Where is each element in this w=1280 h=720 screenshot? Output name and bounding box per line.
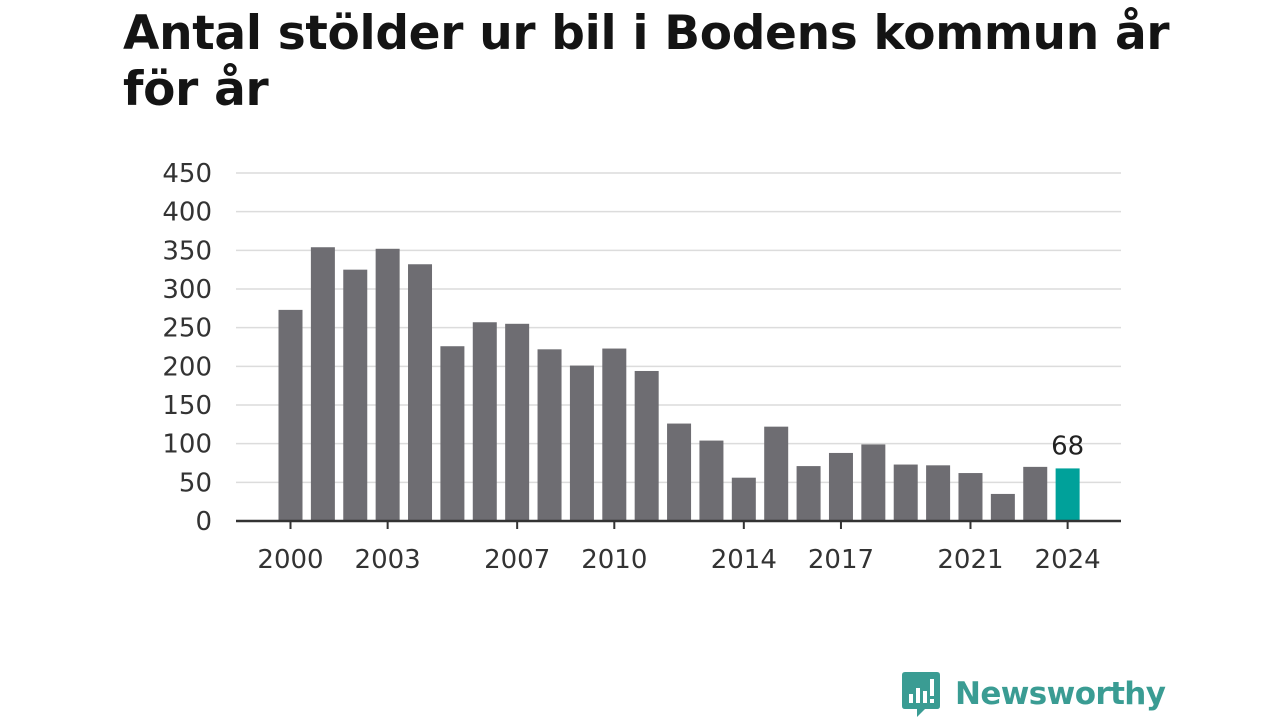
newsworthy-logo-icon — [902, 672, 940, 717]
y-tick-label: 150 — [162, 391, 212, 421]
bar — [990, 493, 1015, 521]
bar — [828, 452, 853, 521]
x-tick-label: 2010 — [581, 545, 647, 575]
x-tick-label: 2024 — [1035, 545, 1101, 575]
bar — [375, 248, 400, 521]
x-tick-label: 2017 — [808, 545, 874, 575]
x-tick-label: 2021 — [937, 545, 1003, 575]
bar — [343, 269, 368, 521]
y-tick-label: 200 — [162, 352, 212, 382]
brand-name: Newsworthy — [955, 676, 1166, 712]
bar — [893, 464, 918, 521]
bar — [861, 444, 886, 521]
bar — [440, 346, 465, 521]
y-tick-label: 300 — [162, 275, 212, 305]
bar — [505, 323, 530, 521]
bar — [472, 322, 497, 521]
y-tick-label: 450 — [162, 159, 212, 189]
bar — [796, 466, 821, 521]
bar — [634, 370, 659, 521]
bar — [699, 440, 724, 521]
bar — [1023, 466, 1048, 521]
newsworthy-logo: Newsworthy — [901, 670, 1166, 718]
y-tick-label: 100 — [162, 430, 212, 460]
x-tick-label: 2007 — [484, 545, 550, 575]
bar — [537, 349, 562, 521]
bar — [958, 473, 983, 521]
y-tick-label: 250 — [162, 314, 212, 344]
y-tick-label: 50 — [179, 468, 212, 498]
bar — [1055, 468, 1080, 521]
bar — [569, 365, 594, 521]
x-tick-label: 2014 — [711, 545, 777, 575]
bar — [278, 309, 303, 521]
bar — [667, 423, 692, 521]
bar — [764, 426, 789, 521]
bar — [602, 348, 627, 521]
bar — [408, 264, 433, 521]
bar-data-label: 68 — [1051, 431, 1084, 461]
y-tick-label: 350 — [162, 236, 212, 266]
chart-title: Antal stölder ur bil i Bodens kommun år … — [123, 6, 1170, 117]
x-tick-label: 2003 — [355, 545, 421, 575]
x-tick-label: 2000 — [257, 545, 323, 575]
bar — [310, 247, 335, 522]
y-tick-label: 0 — [195, 507, 212, 537]
bar — [731, 477, 756, 521]
bar — [926, 465, 951, 521]
y-tick-label: 400 — [162, 198, 212, 228]
